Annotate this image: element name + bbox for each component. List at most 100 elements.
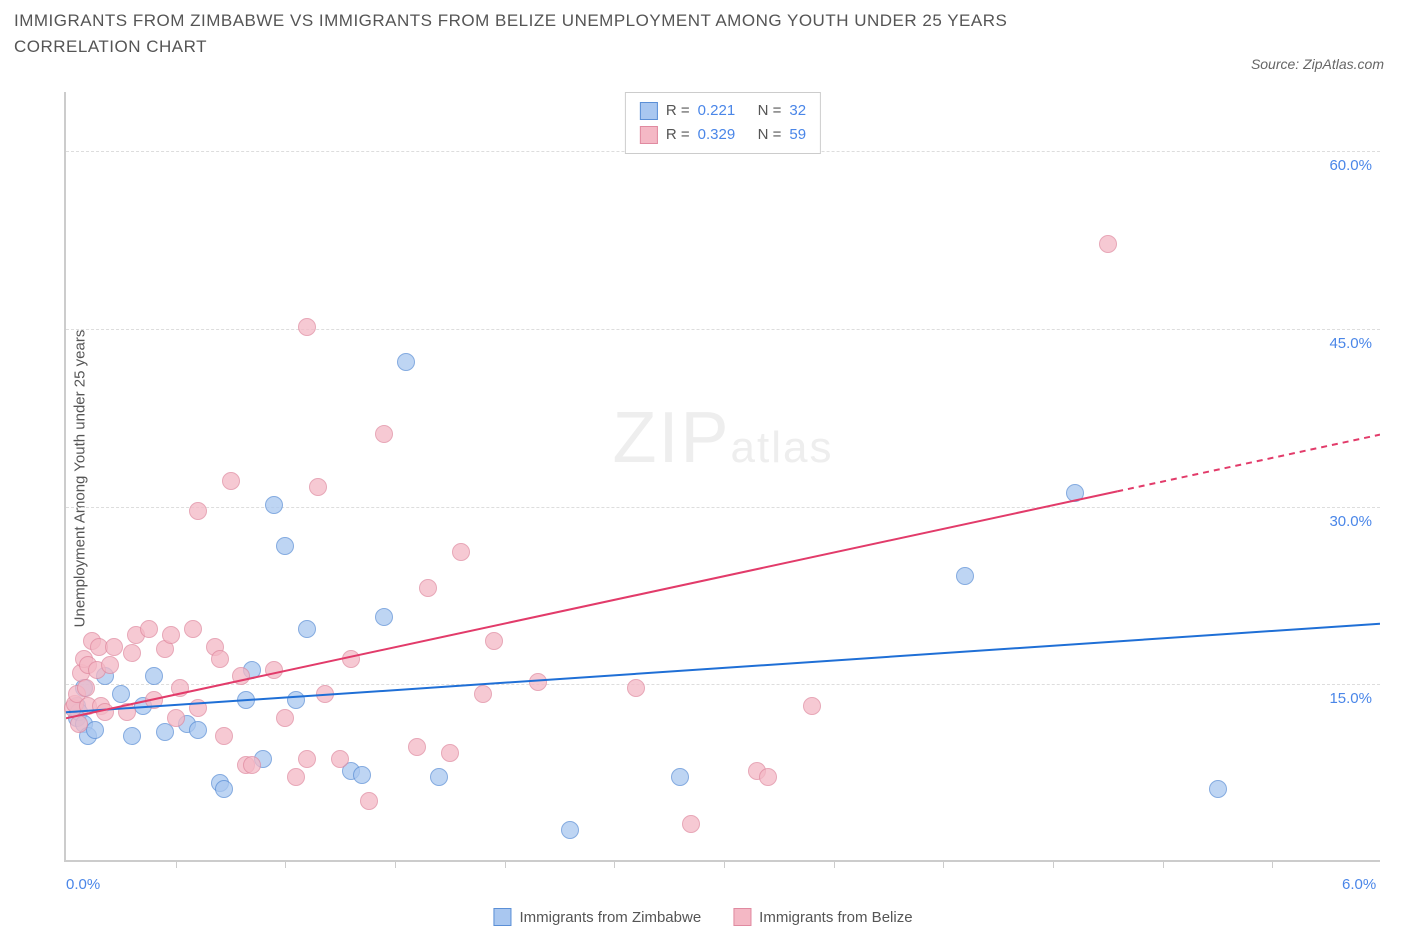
gridline — [66, 684, 1380, 685]
data-point — [309, 478, 327, 496]
legend-n-label: N = — [758, 123, 782, 147]
data-point — [474, 685, 492, 703]
data-point — [265, 496, 283, 514]
data-point — [145, 691, 163, 709]
data-point — [408, 738, 426, 756]
legend-top-row: R = 0.329 N = 59 — [640, 123, 806, 147]
source-label: Source: ZipAtlas.com — [1251, 56, 1384, 72]
data-point — [162, 626, 180, 644]
data-point — [215, 727, 233, 745]
legend-swatch — [640, 126, 658, 144]
data-point — [112, 685, 130, 703]
data-point — [529, 673, 547, 691]
data-point — [276, 537, 294, 555]
legend-r-label: R = — [666, 123, 690, 147]
legend-r-label: R = — [666, 99, 690, 123]
x-tick-mark — [724, 860, 725, 868]
x-tick-mark — [1053, 860, 1054, 868]
x-tick-label: 0.0% — [66, 876, 100, 893]
data-point — [287, 768, 305, 786]
data-point — [430, 768, 448, 786]
data-point — [77, 679, 95, 697]
legend-n-label: N = — [758, 99, 782, 123]
data-point — [189, 699, 207, 717]
data-point — [118, 703, 136, 721]
y-tick-label: 30.0% — [1329, 513, 1372, 530]
legend-n-value: 32 — [789, 99, 806, 123]
data-point — [189, 502, 207, 520]
data-point — [803, 697, 821, 715]
data-point — [419, 579, 437, 597]
data-point — [316, 685, 334, 703]
data-point — [452, 543, 470, 561]
data-point — [342, 650, 360, 668]
data-point — [375, 425, 393, 443]
legend-n-value: 59 — [789, 123, 806, 147]
legend-bottom: Immigrants from Zimbabwe Immigrants from … — [493, 908, 912, 926]
data-point — [956, 567, 974, 585]
watermark: ZIPatlas — [613, 397, 834, 479]
data-point — [140, 620, 158, 638]
x-tick-label: 6.0% — [1342, 876, 1376, 893]
data-point — [145, 667, 163, 685]
legend-bottom-item: Immigrants from Belize — [733, 908, 912, 926]
x-tick-mark — [614, 860, 615, 868]
data-point — [184, 620, 202, 638]
data-point — [441, 744, 459, 762]
data-point — [70, 715, 88, 733]
data-point — [298, 620, 316, 638]
chart-title: IMMIGRANTS FROM ZIMBABWE VS IMMIGRANTS F… — [14, 8, 1134, 59]
data-point — [671, 768, 689, 786]
data-point — [287, 691, 305, 709]
data-point — [298, 318, 316, 336]
data-point — [298, 750, 316, 768]
x-tick-mark — [285, 860, 286, 868]
data-point — [265, 661, 283, 679]
x-tick-mark — [176, 860, 177, 868]
data-point — [759, 768, 777, 786]
legend-top: R = 0.221 N = 32 R = 0.329 N = 59 — [625, 92, 821, 154]
data-point — [485, 632, 503, 650]
gridline — [66, 329, 1380, 330]
data-point — [189, 721, 207, 739]
watermark-big: ZIP — [613, 398, 731, 478]
data-point — [243, 756, 261, 774]
data-point — [232, 667, 250, 685]
trend-line — [66, 624, 1380, 713]
data-point — [105, 638, 123, 656]
legend-r-value: 0.221 — [698, 99, 750, 123]
y-tick-label: 45.0% — [1329, 335, 1372, 352]
data-point — [211, 650, 229, 668]
legend-swatch — [733, 908, 751, 926]
data-point — [222, 472, 240, 490]
data-point — [397, 353, 415, 371]
trend-line-dashed — [1117, 435, 1380, 492]
legend-r-value: 0.329 — [698, 123, 750, 147]
y-tick-label: 15.0% — [1329, 690, 1372, 707]
x-tick-mark — [1163, 860, 1164, 868]
data-point — [375, 608, 393, 626]
data-point — [1209, 780, 1227, 798]
data-point — [682, 815, 700, 833]
data-point — [561, 821, 579, 839]
x-tick-mark — [834, 860, 835, 868]
data-point — [331, 750, 349, 768]
data-point — [215, 780, 233, 798]
x-tick-mark — [943, 860, 944, 868]
data-point — [1066, 484, 1084, 502]
data-point — [101, 656, 119, 674]
data-point — [171, 679, 189, 697]
legend-bottom-label: Immigrants from Zimbabwe — [519, 909, 701, 926]
data-point — [276, 709, 294, 727]
data-point — [123, 644, 141, 662]
legend-bottom-item: Immigrants from Zimbabwe — [493, 908, 701, 926]
legend-swatch — [493, 908, 511, 926]
trendlines — [66, 92, 1380, 860]
x-tick-mark — [1272, 860, 1273, 868]
x-tick-mark — [395, 860, 396, 868]
data-point — [96, 703, 114, 721]
plot-area: ZIPatlas R = 0.221 N = 32 R = 0.329 N = 59 15.0… — [64, 92, 1380, 862]
data-point — [237, 691, 255, 709]
data-point — [86, 721, 104, 739]
y-tick-label: 60.0% — [1329, 157, 1372, 174]
